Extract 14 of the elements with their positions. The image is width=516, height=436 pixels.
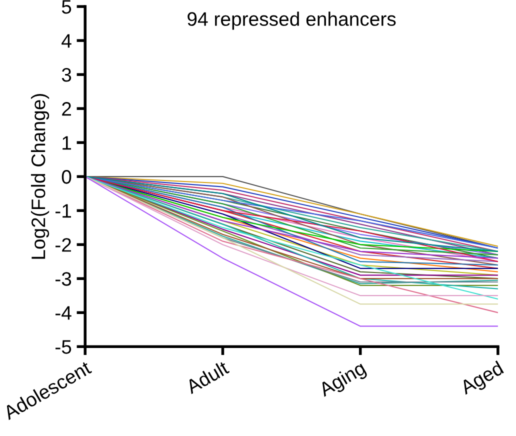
- y-axis-title: Log2(Fold Change): [30, 94, 50, 259]
- y-tick-label: -2: [56, 238, 71, 252]
- y-tick-label: 3: [62, 68, 72, 82]
- y-tick-label: -5: [56, 340, 72, 354]
- y-tick-label: 4: [62, 34, 72, 48]
- chart-title: 94 repressed enhancers: [188, 12, 396, 30]
- y-tick-label: 0: [62, 170, 72, 184]
- y-tick-label: 1: [62, 136, 71, 150]
- x-tick-label: Adult: [184, 360, 230, 394]
- y-tick-label: 2: [62, 102, 71, 116]
- y-tick-label: -1: [56, 204, 71, 218]
- y-tick-label: 5: [62, 0, 72, 14]
- y-tick-label: -3: [56, 272, 72, 286]
- y-tick-label: -4: [56, 306, 72, 320]
